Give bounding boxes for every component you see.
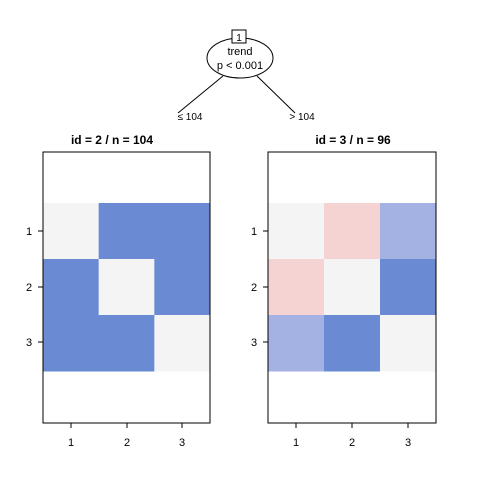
edge-left-label: ≤ 104 — [178, 112, 203, 123]
heatmap-cell — [268, 315, 325, 372]
col-tick-label: 3 — [405, 437, 411, 449]
edge-left — [177, 75, 224, 114]
edge-right-label: > 104 — [289, 112, 315, 123]
col-tick-label: 2 — [124, 437, 130, 449]
heatmap-cell — [380, 203, 437, 260]
y-axis: 1 2 3 — [251, 226, 268, 349]
row-tick-label: 2 — [26, 282, 32, 294]
row-tick-label: 1 — [251, 226, 257, 238]
root-node-ellipse — [206, 37, 274, 79]
col-tick-label: 2 — [349, 437, 355, 449]
root-id-box — [231, 29, 247, 44]
root-pvalue-label: p < 0.001 — [217, 60, 263, 72]
heatmap-cell — [268, 259, 325, 316]
root-node: 1 trend p < 0.001 — [206, 29, 274, 79]
heatmap-cell — [154, 259, 211, 316]
heatmap-cell — [324, 315, 381, 372]
col-tick-label: 1 — [293, 437, 299, 449]
row-tick-label: 3 — [251, 337, 257, 349]
heatmap-cell — [154, 203, 211, 260]
panel-title: id = 2 / n = 104 — [71, 133, 153, 147]
x-axis: 1 2 3 — [68, 423, 185, 449]
heatmap-cell — [98, 315, 155, 372]
heatmap-cell — [380, 259, 437, 316]
heatmap-cell — [43, 203, 100, 260]
heatmap-cell — [324, 259, 381, 316]
terminal-panel-3: id = 3 / n = 96 1 2 3 1 2 3 — [251, 133, 437, 449]
edge-right — [256, 75, 296, 114]
y-axis: 1 2 3 — [26, 226, 43, 349]
row-tick-label: 1 — [26, 226, 32, 238]
heatmap-cell — [43, 259, 100, 316]
heatmap-cell — [324, 203, 381, 260]
root-variable-label: trend — [227, 46, 252, 58]
root-id-label: 1 — [236, 33, 242, 44]
heatmap-cell — [43, 315, 100, 372]
x-axis: 1 2 3 — [293, 423, 411, 449]
col-tick-label: 3 — [179, 437, 185, 449]
heatmap-cell — [268, 203, 325, 260]
heatmap-cells — [43, 203, 211, 372]
heatmap-cell — [98, 203, 155, 260]
panel-title: id = 3 / n = 96 — [315, 133, 391, 147]
heatmap-cell — [98, 259, 155, 316]
row-tick-label: 2 — [251, 282, 257, 294]
col-tick-label: 1 — [68, 437, 74, 449]
row-tick-label: 3 — [26, 337, 32, 349]
heatmap-cell — [380, 315, 437, 372]
heatmap-cells — [268, 203, 437, 372]
heatmap-cell — [154, 315, 211, 372]
terminal-panel-2: id = 2 / n = 104 1 2 3 1 2 3 — [26, 133, 211, 449]
